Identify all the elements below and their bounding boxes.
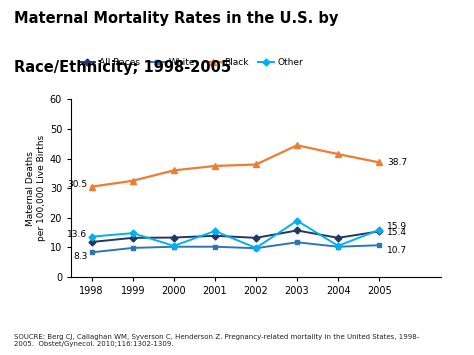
Other	[130, 231, 136, 235]
White	[376, 243, 382, 247]
Line: Black: Black	[89, 142, 382, 190]
Other	[335, 244, 341, 248]
Black	[376, 160, 382, 164]
White	[171, 245, 177, 249]
Other	[171, 244, 177, 248]
White	[253, 246, 259, 250]
Text: 10.7: 10.7	[387, 246, 408, 255]
Other	[376, 228, 382, 232]
All Races	[212, 234, 218, 238]
Text: 38.7: 38.7	[387, 158, 408, 167]
Text: 8.3: 8.3	[73, 252, 88, 261]
Other	[212, 229, 218, 233]
Other	[89, 235, 94, 239]
All Races	[130, 236, 136, 240]
Black	[130, 179, 136, 183]
All Races	[171, 235, 177, 240]
Text: 30.5: 30.5	[67, 180, 88, 189]
Text: 15.9: 15.9	[387, 222, 408, 231]
All Races	[253, 236, 259, 240]
Other	[253, 246, 259, 250]
Line: Other: Other	[89, 218, 382, 250]
Black	[253, 162, 259, 166]
Black	[212, 164, 218, 168]
Black	[294, 143, 300, 147]
Text: 13.6: 13.6	[67, 230, 88, 239]
Line: All Races: All Races	[89, 228, 382, 245]
White	[89, 250, 94, 255]
Line: White: White	[89, 240, 382, 255]
All Races	[376, 229, 382, 234]
Y-axis label: Maternal Deaths
per 100,000 Live Births: Maternal Deaths per 100,000 Live Births	[26, 135, 46, 241]
White	[130, 246, 136, 250]
Black	[89, 185, 94, 189]
All Races	[89, 240, 94, 244]
White	[212, 245, 218, 249]
White	[294, 240, 300, 244]
Text: SOUCRE: Berg CJ, Callaghan WM, Syverson C, Henderson Z. Pregnancy-related mortal: SOUCRE: Berg CJ, Callaghan WM, Syverson …	[14, 334, 419, 347]
All Races	[335, 236, 341, 240]
Other	[294, 219, 300, 223]
Text: Maternal Mortality Rates in the U.S. by: Maternal Mortality Rates in the U.S. by	[14, 11, 338, 26]
Legend: All Races, White, Black, Other: All Races, White, Black, Other	[76, 54, 307, 70]
Black	[171, 168, 177, 173]
Black	[335, 152, 341, 156]
Text: 15.4: 15.4	[387, 228, 408, 237]
Text: Race/Ethnicity; 1998-2005: Race/Ethnicity; 1998-2005	[14, 60, 231, 75]
White	[335, 245, 341, 249]
All Races	[294, 228, 300, 233]
